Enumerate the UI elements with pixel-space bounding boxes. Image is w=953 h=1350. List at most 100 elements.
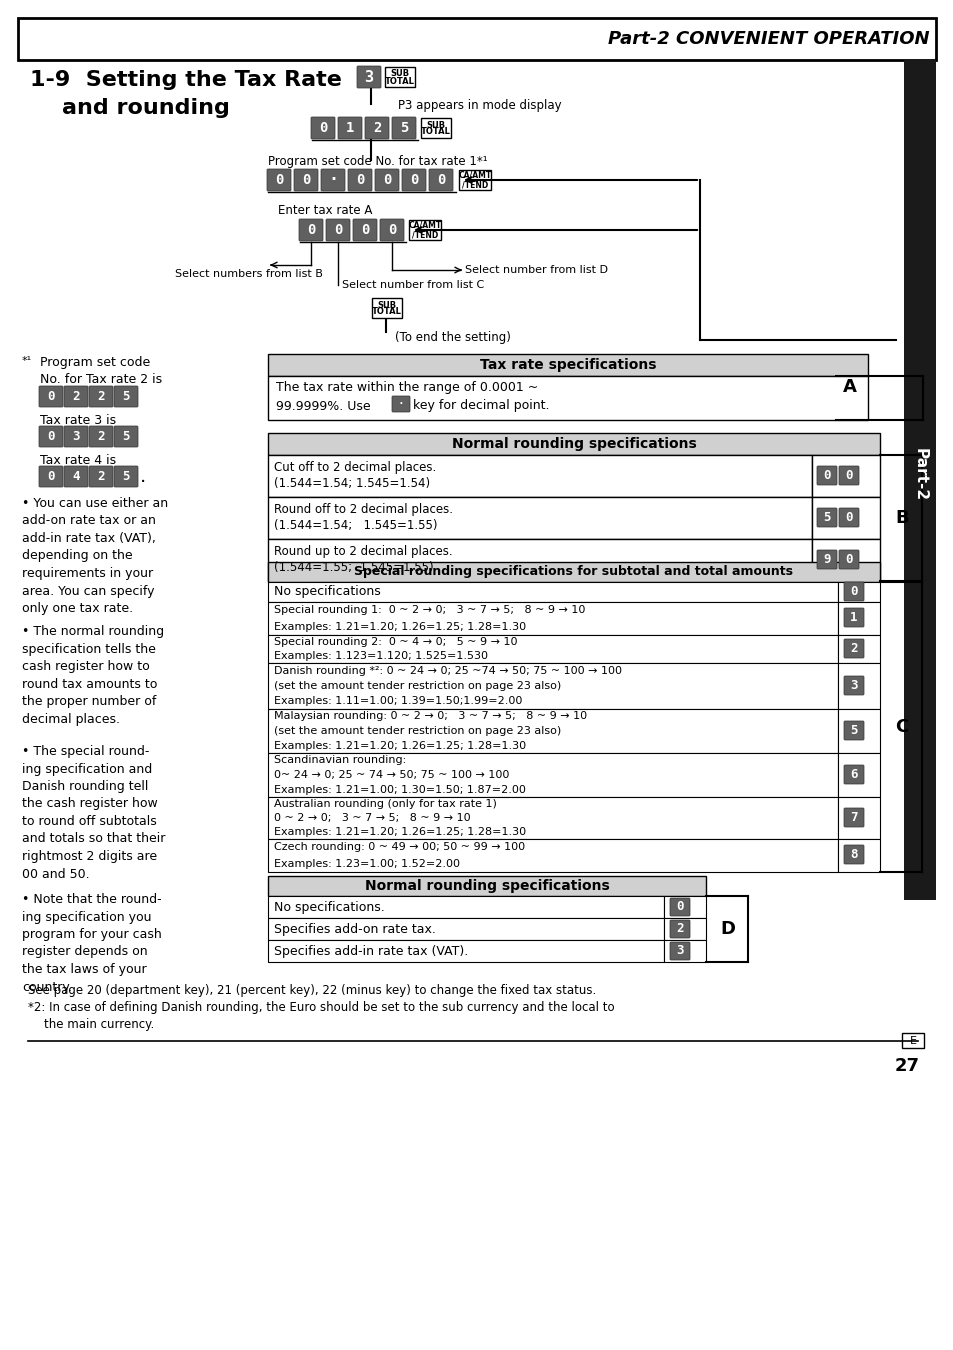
Text: 0: 0 xyxy=(360,223,369,238)
Bar xyxy=(837,602,879,634)
Text: 2: 2 xyxy=(97,390,105,404)
Bar xyxy=(663,918,705,940)
Text: Czech rounding: 0 ~ 49 → 00; 50 ~ 99 → 100: Czech rounding: 0 ~ 49 → 00; 50 ~ 99 → 1… xyxy=(274,842,524,852)
Text: Special rounding 1:  0 ~ 2 → 0;   3 ~ 7 → 5;   8 ~ 9 → 10: Special rounding 1: 0 ~ 2 → 0; 3 ~ 7 → 5… xyxy=(274,605,585,616)
FancyBboxPatch shape xyxy=(311,117,335,139)
Text: Tax rate 4 is: Tax rate 4 is xyxy=(40,454,116,467)
Bar xyxy=(268,838,837,872)
FancyBboxPatch shape xyxy=(843,676,863,695)
FancyBboxPatch shape xyxy=(298,219,323,242)
Text: 2: 2 xyxy=(97,431,105,443)
Text: 5: 5 xyxy=(849,724,857,737)
Bar xyxy=(268,455,811,497)
Text: 0: 0 xyxy=(676,900,683,914)
Bar xyxy=(268,539,811,580)
Text: TOTAL: TOTAL xyxy=(385,77,415,85)
Text: 3: 3 xyxy=(849,679,857,693)
FancyBboxPatch shape xyxy=(89,427,112,447)
Bar xyxy=(409,220,440,240)
Text: ·: · xyxy=(397,400,404,409)
Text: No specifications.: No specifications. xyxy=(274,900,384,914)
FancyBboxPatch shape xyxy=(375,169,398,190)
Text: 3: 3 xyxy=(72,431,80,443)
Bar xyxy=(268,940,663,963)
Text: Examples: 1.21=1.20; 1.26=1.25; 1.28=1.30: Examples: 1.21=1.20; 1.26=1.25; 1.28=1.3… xyxy=(274,741,525,751)
Text: (1.544=1.55;  1.545=1.55): (1.544=1.55; 1.545=1.55) xyxy=(274,560,434,574)
Text: No specifications: No specifications xyxy=(274,586,380,598)
FancyBboxPatch shape xyxy=(64,466,88,487)
Text: D: D xyxy=(720,919,735,938)
FancyBboxPatch shape xyxy=(843,765,863,784)
Bar xyxy=(811,539,879,580)
FancyBboxPatch shape xyxy=(429,169,453,190)
Text: 2: 2 xyxy=(97,470,105,483)
FancyBboxPatch shape xyxy=(838,508,858,526)
Text: Tax rate 3 is: Tax rate 3 is xyxy=(40,414,116,427)
FancyBboxPatch shape xyxy=(838,549,858,568)
Bar xyxy=(811,497,879,539)
Text: Select number from list D: Select number from list D xyxy=(464,265,607,275)
Bar xyxy=(268,663,837,709)
FancyBboxPatch shape xyxy=(816,549,836,568)
FancyBboxPatch shape xyxy=(337,117,361,139)
Text: 0: 0 xyxy=(844,512,852,524)
Text: P3 appears in mode display: P3 appears in mode display xyxy=(397,100,561,112)
Bar xyxy=(837,709,879,753)
Text: 5: 5 xyxy=(399,122,408,135)
Bar xyxy=(811,455,879,497)
Bar xyxy=(18,18,935,59)
Bar xyxy=(458,170,491,190)
FancyBboxPatch shape xyxy=(64,427,88,447)
Bar xyxy=(663,896,705,918)
Text: B: B xyxy=(894,509,908,526)
Text: Program set code: Program set code xyxy=(40,356,150,369)
Text: SUB: SUB xyxy=(426,120,445,130)
FancyBboxPatch shape xyxy=(348,169,372,190)
Text: 3: 3 xyxy=(364,69,374,85)
Bar xyxy=(663,940,705,963)
Text: 0: 0 xyxy=(48,431,54,443)
Text: (1.544=1.54; 1.545=1.54): (1.544=1.54; 1.545=1.54) xyxy=(274,477,430,490)
Text: 0: 0 xyxy=(318,122,327,135)
FancyBboxPatch shape xyxy=(669,942,689,960)
Text: Scandinavian rounding:: Scandinavian rounding: xyxy=(274,756,406,765)
FancyBboxPatch shape xyxy=(320,169,345,190)
Text: 2: 2 xyxy=(849,643,857,655)
Text: 0~ 24 → 0; 25 ~ 74 → 50; 75 ~ 100 → 100: 0~ 24 → 0; 25 ~ 74 → 50; 75 ~ 100 → 100 xyxy=(274,769,509,780)
FancyBboxPatch shape xyxy=(113,427,138,447)
Text: 0: 0 xyxy=(274,173,283,188)
Text: 1: 1 xyxy=(849,612,857,624)
FancyBboxPatch shape xyxy=(843,582,863,601)
FancyBboxPatch shape xyxy=(843,639,863,657)
Text: 0: 0 xyxy=(301,173,310,188)
Text: =: = xyxy=(421,225,428,235)
Text: 3: 3 xyxy=(676,945,683,957)
Text: Examples: 1.21=1.20; 1.26=1.25; 1.28=1.30: Examples: 1.21=1.20; 1.26=1.25; 1.28=1.3… xyxy=(274,828,525,837)
Text: 27: 27 xyxy=(894,1057,919,1075)
Text: 9: 9 xyxy=(822,554,830,566)
Text: 6: 6 xyxy=(849,768,857,782)
Text: /TEND: /TEND xyxy=(461,181,488,190)
FancyBboxPatch shape xyxy=(816,466,836,485)
Text: 1: 1 xyxy=(345,122,354,135)
FancyBboxPatch shape xyxy=(669,919,689,938)
Bar xyxy=(268,562,879,582)
Bar xyxy=(837,753,879,796)
Text: Danish rounding *²: 0 ~ 24 → 0; 25 ~74 → 50; 75 ~ 100 → 100: Danish rounding *²: 0 ~ 24 → 0; 25 ~74 →… xyxy=(274,666,621,675)
Text: 5: 5 xyxy=(822,512,830,524)
Text: 2: 2 xyxy=(676,922,683,936)
Text: Enter tax rate A: Enter tax rate A xyxy=(277,204,372,216)
FancyBboxPatch shape xyxy=(353,219,376,242)
Text: No. for Tax rate 2 is: No. for Tax rate 2 is xyxy=(40,373,162,386)
FancyBboxPatch shape xyxy=(669,898,689,917)
Text: 0: 0 xyxy=(307,223,314,238)
Text: See page 20 (department key), 21 (percent key), 22 (minus key) to change the fix: See page 20 (department key), 21 (percen… xyxy=(28,984,596,998)
Text: Specifies add-on rate tax.: Specifies add-on rate tax. xyxy=(274,922,436,936)
FancyBboxPatch shape xyxy=(89,386,112,406)
Bar xyxy=(268,497,811,539)
Text: SUB: SUB xyxy=(390,69,409,78)
Bar xyxy=(420,117,451,138)
FancyBboxPatch shape xyxy=(843,845,863,864)
Text: 5: 5 xyxy=(122,431,130,443)
Text: *¹: *¹ xyxy=(22,356,32,366)
